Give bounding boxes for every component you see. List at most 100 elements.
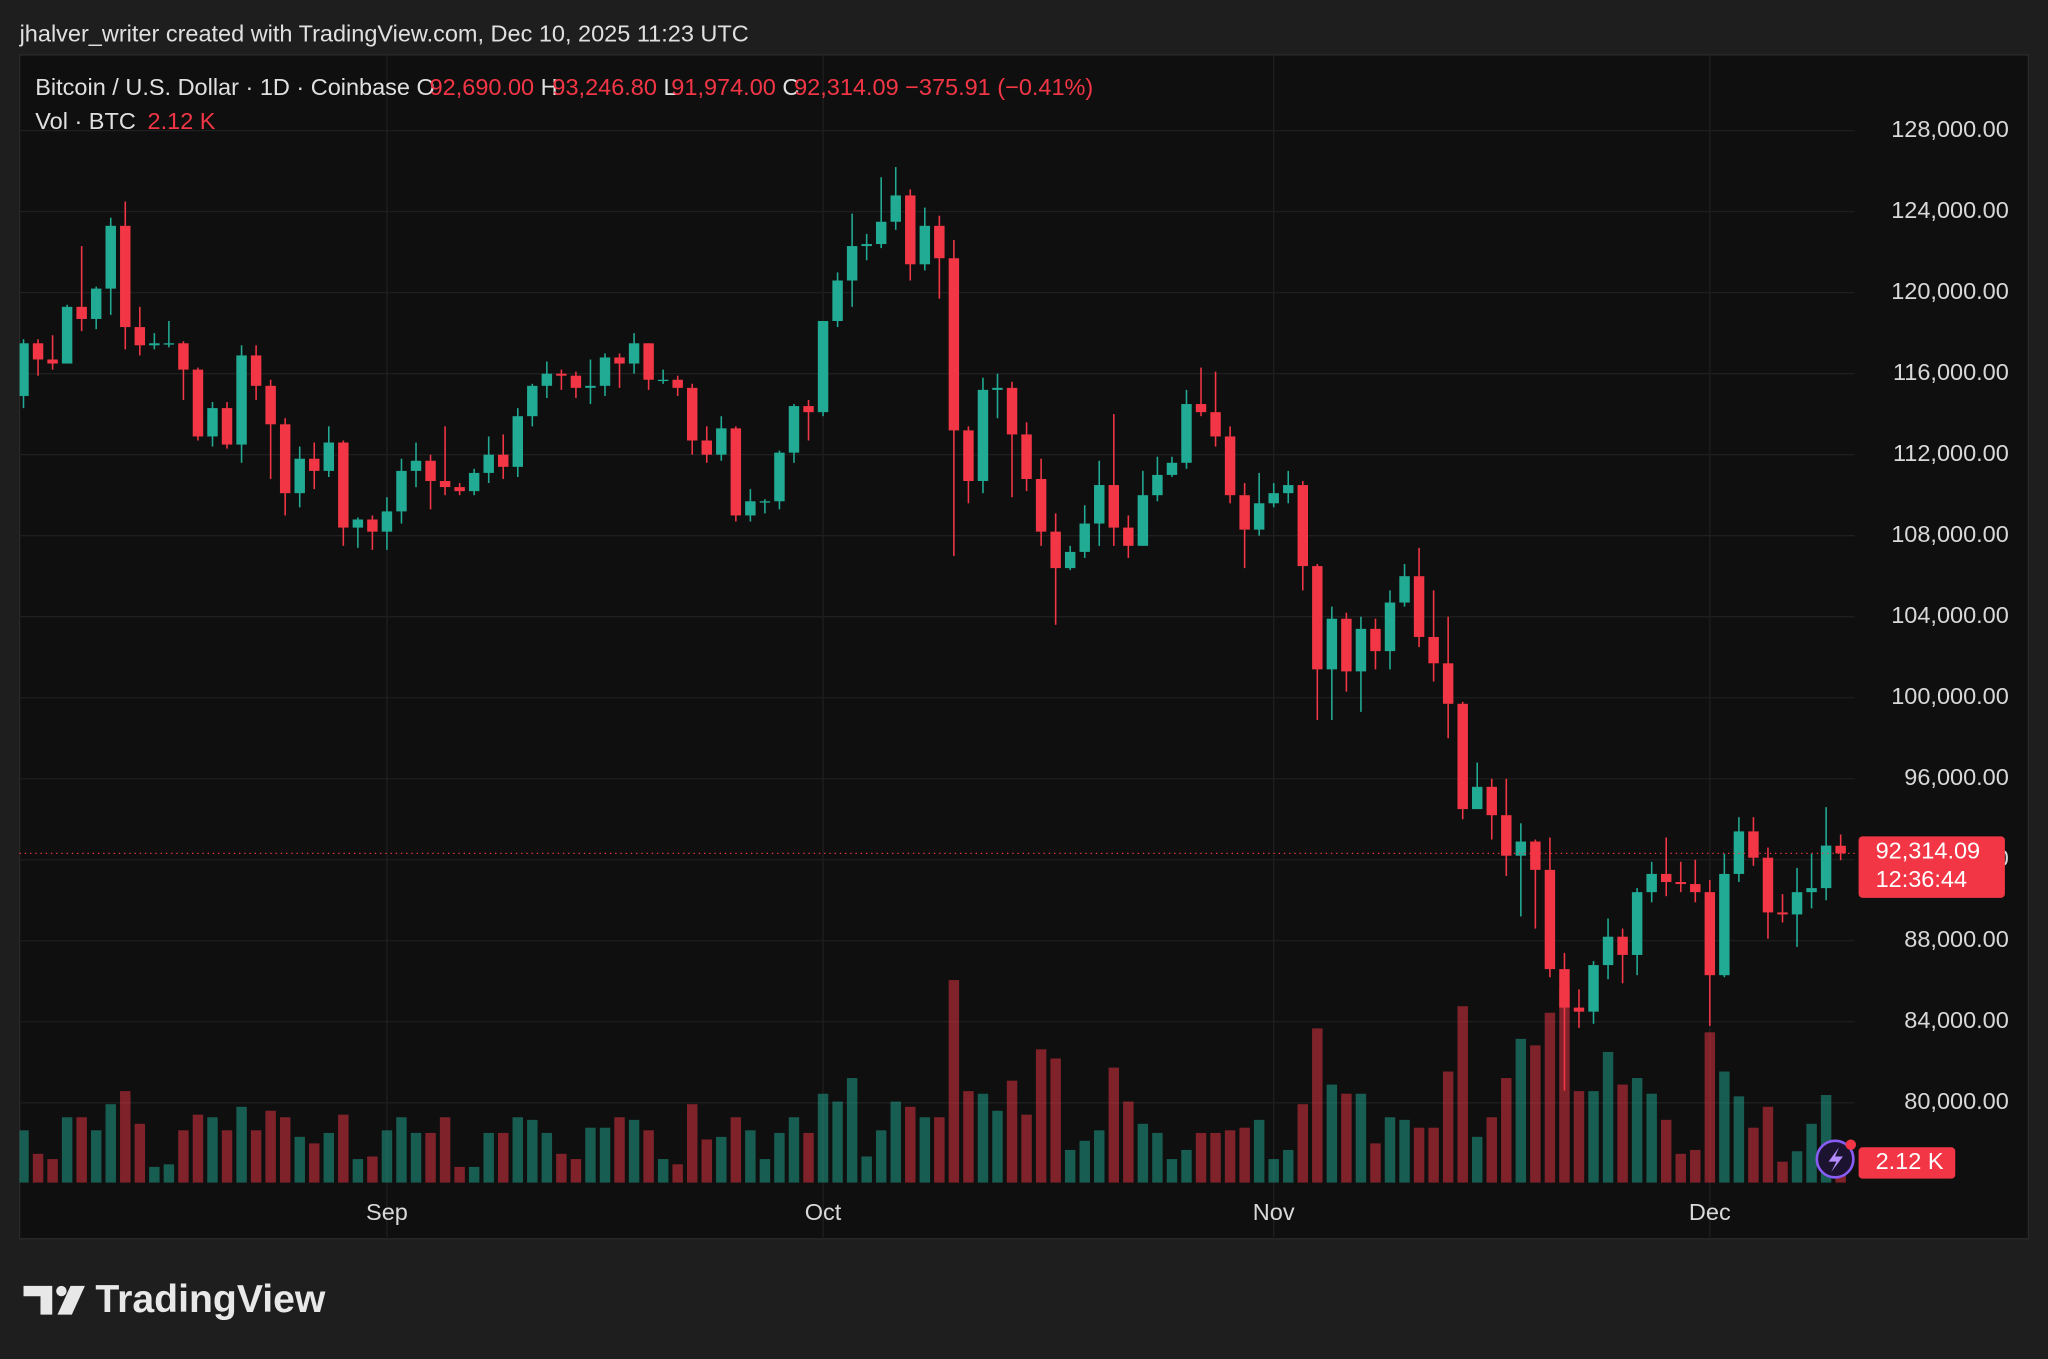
candle-body [1675,882,1686,885]
candle-body [265,385,276,425]
candle-body [1428,636,1439,664]
volume-bar [512,1117,523,1183]
candle-body [483,454,494,473]
volume-bar [367,1156,378,1183]
candle-body [1268,493,1279,504]
assistant-glyph [1828,1147,1843,1173]
candle-body [643,343,654,380]
volume-bar [1181,1149,1192,1183]
volume-bar [1806,1123,1817,1183]
candle-body [1064,551,1076,569]
credit: jhalver_writer created with TradingView.… [19,20,749,46]
volume-bar [1748,1127,1759,1183]
candle-body [817,321,829,413]
volume-bar [105,1104,116,1183]
candle-body [934,225,945,259]
volume-bar [585,1127,596,1183]
volume-bar [1021,1114,1032,1183]
candle-body [338,442,349,528]
candle-body [701,440,712,455]
volume-tag [1858,1147,1956,1179]
volume-bar [221,1130,233,1183]
candle-body [1631,892,1643,955]
volume-bar [817,1093,829,1183]
volume-bar [454,1166,465,1183]
volume-bar [803,1132,814,1183]
candle-body [1486,786,1497,816]
y-tick-label: 80,000.00 [1904,1088,2009,1114]
brand: TradingView [95,1278,326,1321]
candle-body [1501,815,1512,856]
candle-body [207,408,218,437]
candle-body [1152,474,1163,496]
candle-body [1530,841,1541,870]
volume-bar [1297,1104,1309,1183]
volume-bar [1210,1132,1221,1183]
candle-body [585,385,596,388]
volume-bar [1239,1127,1250,1183]
candle-body [221,408,233,445]
candle-body [948,258,960,431]
volume-bar [1326,1084,1338,1183]
candle-body [905,195,916,265]
countdown: 12:36:44 [1876,866,1967,892]
volume-bar [483,1132,494,1183]
volume-bar [1312,1028,1323,1183]
volume-bar [163,1164,175,1183]
volume-value: 2.12 K [148,108,216,134]
volume-bar [1094,1130,1105,1183]
candle-body [61,306,73,364]
volume-bar [992,1110,1003,1183]
candle-body [279,424,291,494]
candle-body [47,359,58,364]
candle-body [1777,912,1788,915]
candle-body [1602,936,1614,966]
candle-body [1021,434,1032,479]
candle-body [1297,485,1309,567]
volume-bar [788,1117,800,1183]
volume-bar [1079,1140,1090,1183]
logo-dot [56,1285,67,1297]
volume-bar [439,1117,451,1183]
logo: TradingView [23,1278,326,1321]
candle-body [1312,566,1323,670]
candle-body [541,373,553,386]
volume-bar [338,1114,349,1183]
y-tick-label: 120,000.00 [1891,278,2009,304]
volume-bar [90,1130,102,1183]
chart-area [18,54,2030,1240]
candle-body [875,221,887,245]
y-tick-label: 100,000.00 [1891,683,2009,709]
candle-body [1544,869,1556,970]
candle-body [1690,884,1701,893]
volume-bar [1195,1132,1207,1183]
volume-bar [323,1132,335,1183]
candle-body [861,244,872,247]
candle-body [672,379,683,388]
candle-body [977,389,989,482]
volume-bar [1428,1127,1439,1183]
y-tick-label: 112,000.00 [1893,440,2009,466]
volume-bar [1268,1159,1279,1183]
x-tick-label: Oct [805,1199,842,1225]
candle-body [1806,888,1817,893]
notification-dot [1845,1139,1856,1150]
x-tick-label: Dec [1689,1199,1731,1225]
x-tick-label: Nov [1253,1199,1295,1225]
candle-body [1559,969,1570,1008]
volume-bar [352,1159,364,1183]
volume-bar [410,1132,422,1183]
candle-body [1253,503,1265,530]
volume-bar [32,1153,44,1183]
assistant-icon[interactable] [1815,1139,1856,1179]
volume-bar [1108,1067,1120,1183]
volume-bar [730,1117,742,1183]
volume-bar [1733,1096,1745,1183]
volume-bar [832,1101,843,1183]
volume-bar [1152,1132,1163,1183]
candle-body [527,385,538,417]
volume-bar [19,1130,29,1183]
candle-body [1762,857,1774,913]
candle-body [1283,485,1294,494]
